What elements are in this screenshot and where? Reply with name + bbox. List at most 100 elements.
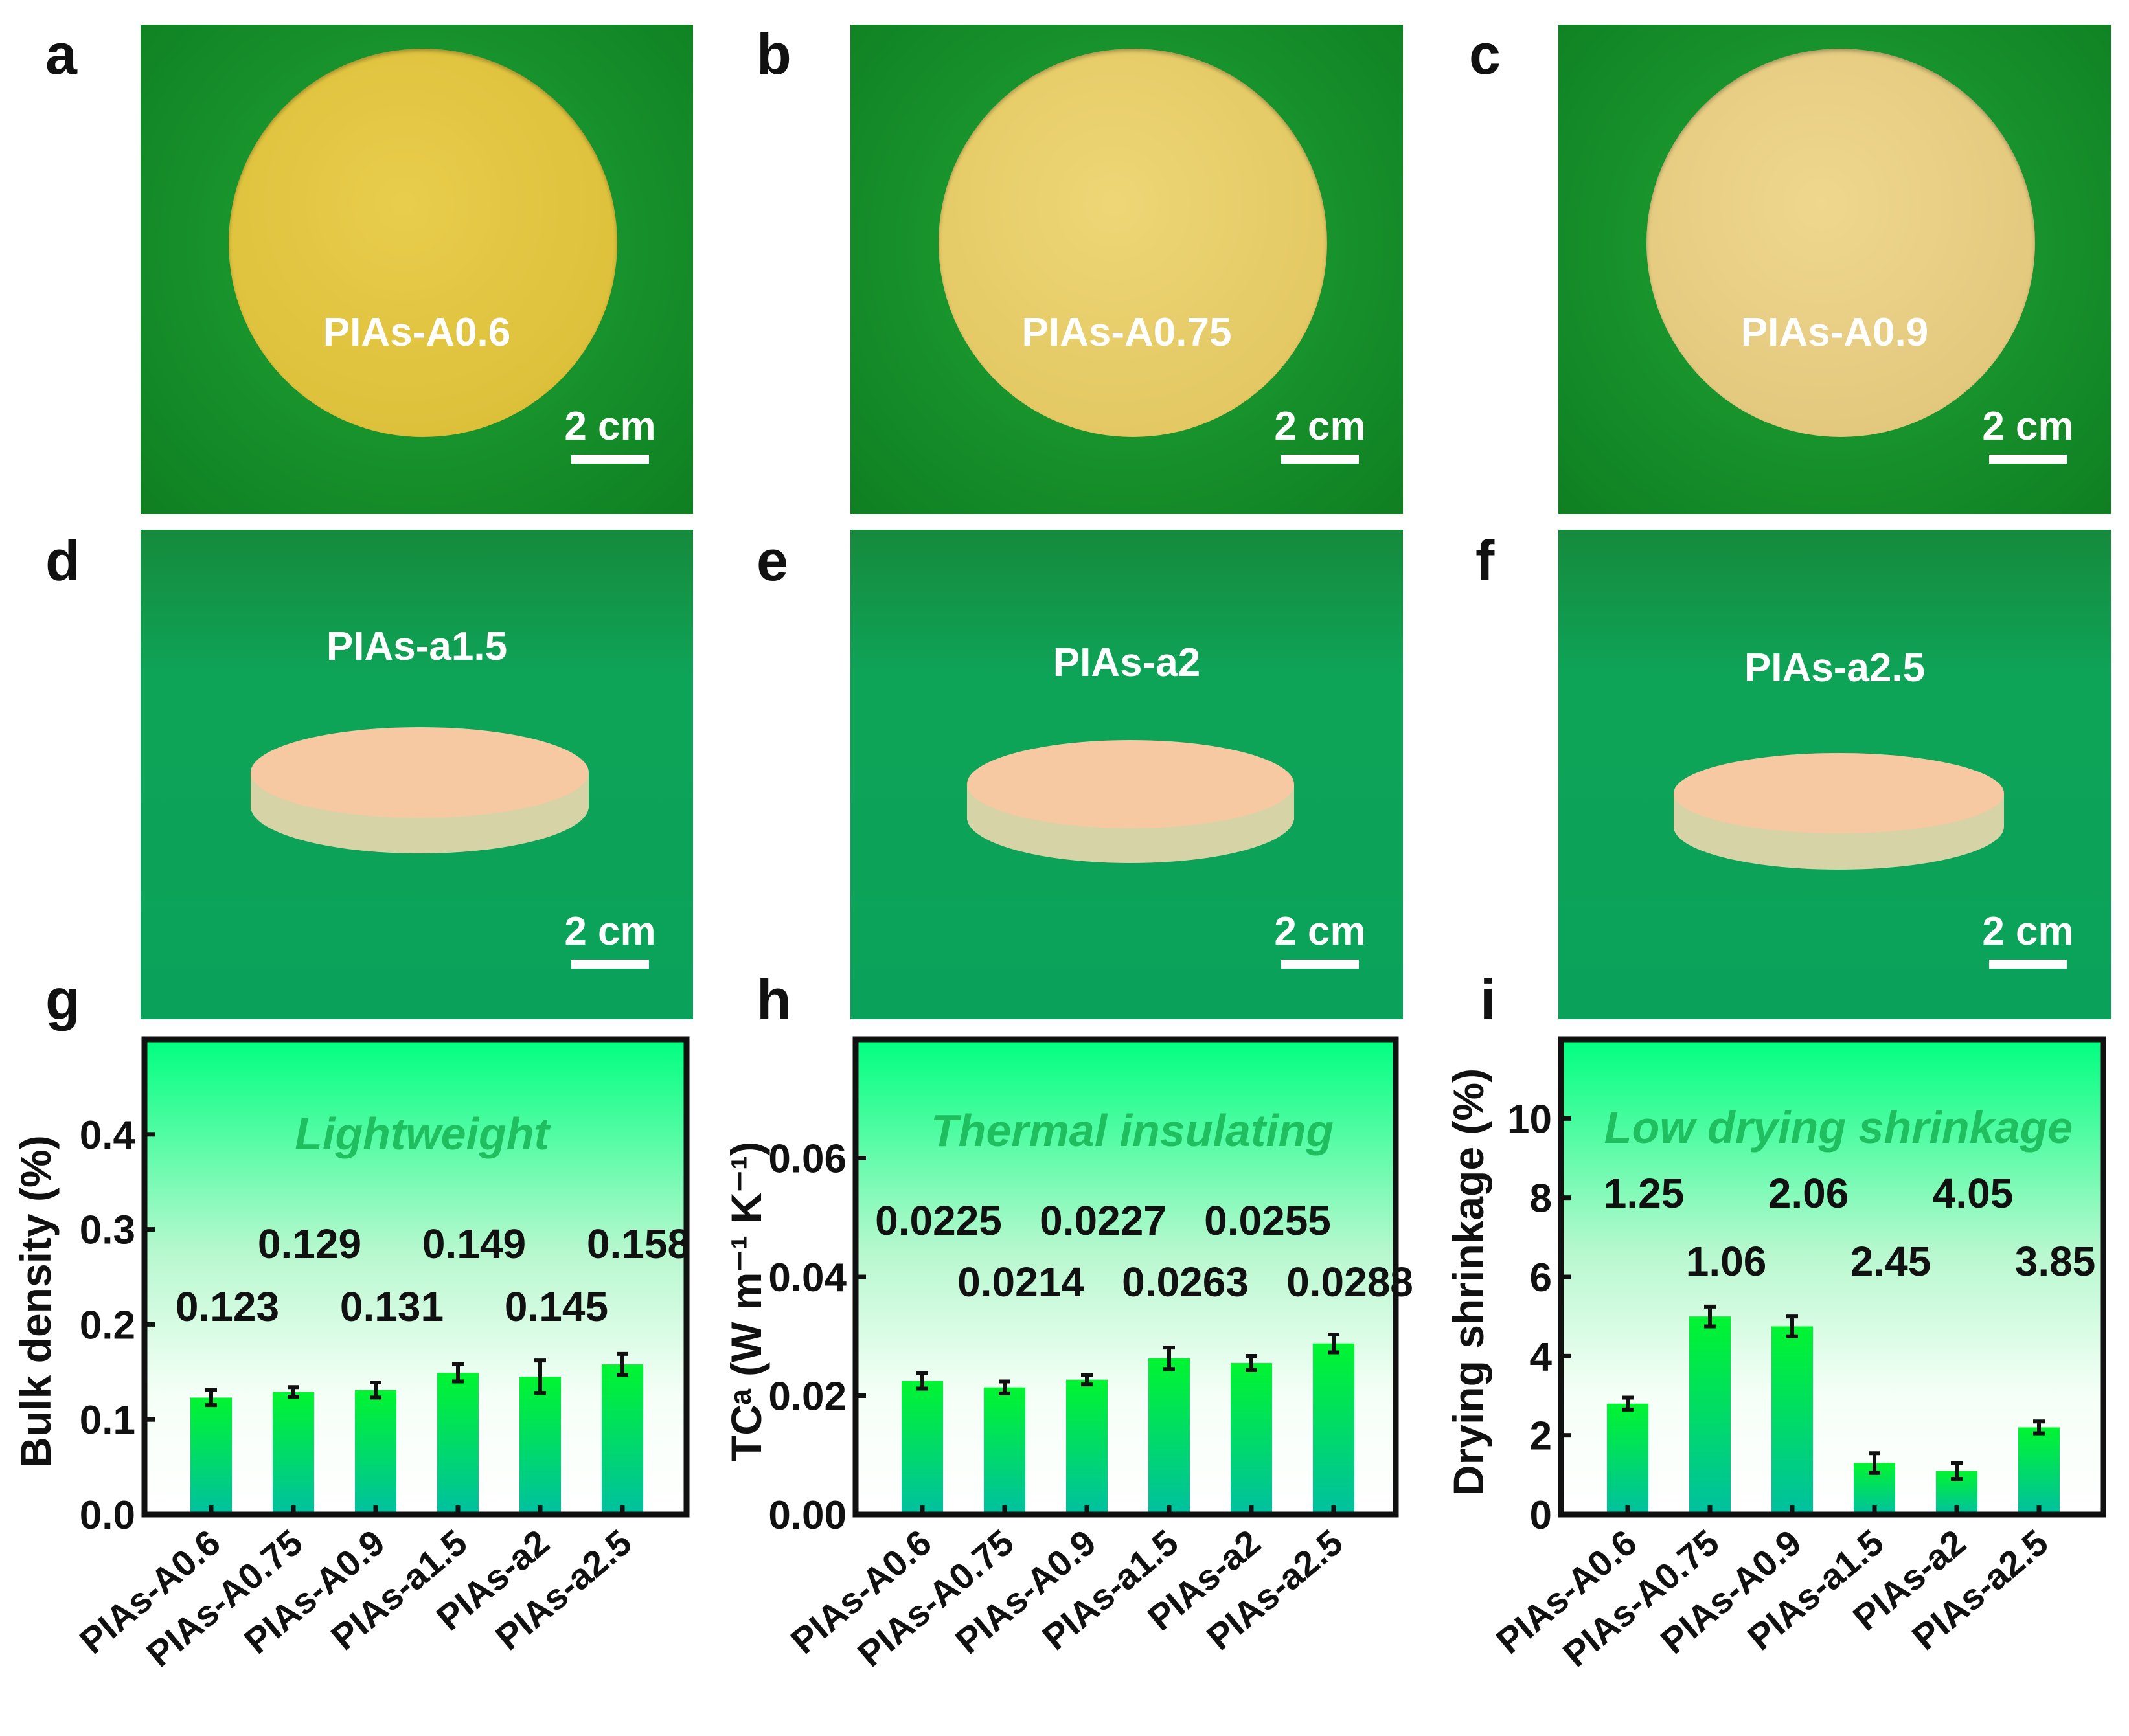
- data-label: 1.06: [1686, 1238, 1767, 1285]
- data-label: 0.0255: [1204, 1197, 1331, 1244]
- data-label: 1.25: [1604, 1170, 1685, 1217]
- bar: [1148, 1358, 1190, 1515]
- bar: [984, 1387, 1025, 1515]
- bar: [1231, 1363, 1272, 1515]
- data-label: 0.149: [422, 1221, 526, 1267]
- y-tick-label: 0.0: [80, 1493, 135, 1538]
- bar: [602, 1364, 643, 1515]
- error-bar: [2033, 1419, 2045, 1436]
- plot-frame: [852, 1036, 1399, 1518]
- photo-a: PIAs-A0.6 2 cm: [141, 25, 693, 514]
- bar: [1689, 1316, 1731, 1515]
- error-bar: [1869, 1451, 1880, 1475]
- scale-bar-label: 2 cm: [1982, 909, 2074, 954]
- aerogel-disc: [939, 49, 1327, 437]
- bar: [1771, 1326, 1813, 1515]
- photo-e: PIAs-a2 2 cm: [850, 530, 1403, 1019]
- error-bar: [617, 1351, 628, 1377]
- data-label: 0.0225: [875, 1197, 1002, 1244]
- error-bar: [1622, 1395, 1634, 1412]
- y-axis-label: TCᵃ (W m⁻¹ K⁻¹): [722, 1142, 770, 1461]
- error-bar: [916, 1371, 928, 1391]
- y-tick-label: 2: [1530, 1414, 1552, 1459]
- scale-bar: 2 cm: [555, 407, 665, 464]
- error-bar: [370, 1380, 381, 1400]
- y-tick-label: 0.4: [80, 1113, 136, 1158]
- y-axis-label: Drying shrinkage (%): [1444, 1068, 1492, 1496]
- scale-bar: 2 cm: [1265, 407, 1375, 464]
- data-label: 2.45: [1850, 1238, 1931, 1285]
- panel-letter-d: d: [45, 528, 80, 592]
- y-tick-label: 0.1: [80, 1398, 135, 1443]
- plot-background: [1561, 1039, 2103, 1515]
- error-bar: [205, 1388, 217, 1408]
- photo-d: PIAs-a1.5 2 cm: [141, 530, 693, 1019]
- y-tick-label: 6: [1530, 1256, 1552, 1300]
- scale-bar-label: 2 cm: [564, 404, 656, 449]
- sample-label: PIAs-A0.75: [1021, 310, 1232, 355]
- photo-b: PIAs-A0.75 2 cm: [850, 25, 1403, 514]
- scale-bar: 2 cm: [1973, 912, 2083, 969]
- error-bar: [1246, 1354, 1257, 1373]
- error-bar: [1786, 1314, 1798, 1338]
- bar: [519, 1377, 561, 1515]
- bar: [437, 1373, 479, 1515]
- data-label: 4.05: [1933, 1170, 2014, 1217]
- scale-bar-label: 2 cm: [1982, 404, 2074, 449]
- chart-annotation: Thermal insulating: [931, 1105, 1334, 1156]
- scale-bar-label: 2 cm: [1274, 404, 1366, 449]
- scale-bar: 2 cm: [1265, 912, 1375, 969]
- y-tick-label: 4: [1530, 1335, 1553, 1379]
- photo-f: PIAs-a2.5 2 cm: [1558, 530, 2111, 1019]
- error-bar: [999, 1379, 1010, 1395]
- error-bar: [1328, 1333, 1339, 1355]
- aerogel-cylinder: [1674, 753, 2004, 870]
- photo-c: PIAs-A0.9 2 cm: [1558, 25, 2111, 514]
- scale-bar: 2 cm: [555, 912, 665, 969]
- plot-background: [144, 1039, 687, 1515]
- error-bar: [452, 1362, 464, 1384]
- chart-annotation: Low drying shrinkage: [1604, 1102, 2073, 1153]
- plot-frame: [141, 1036, 690, 1518]
- y-tick-label: 0.06: [768, 1137, 847, 1182]
- error-bar: [1704, 1304, 1716, 1329]
- chart-annotation: Lightweight: [295, 1109, 551, 1159]
- data-label: 0.0263: [1122, 1259, 1249, 1305]
- error-bar: [1951, 1461, 1963, 1481]
- bar: [1607, 1403, 1648, 1515]
- panel-letter-f: f: [1475, 528, 1495, 592]
- bar: [1313, 1343, 1354, 1515]
- aerogel-disc: [1646, 49, 2035, 437]
- y-tick-label: 0.3: [80, 1208, 135, 1253]
- data-label: 0.0227: [1040, 1197, 1167, 1244]
- data-label: 0.123: [176, 1283, 279, 1330]
- y-axis-label: Bulk density (%): [12, 1135, 60, 1467]
- data-label: 0.131: [340, 1283, 444, 1330]
- error-bar: [288, 1385, 299, 1399]
- panel-letter-g: g: [45, 967, 80, 1031]
- panel-letter-b: b: [757, 22, 791, 86]
- aerogel-cylinder: [251, 727, 589, 853]
- bar: [355, 1390, 396, 1515]
- scale-bar-label: 2 cm: [1274, 909, 1366, 954]
- data-label: 0.0214: [957, 1259, 1084, 1305]
- data-label: 0.158: [587, 1221, 690, 1267]
- panel-letter-i: i: [1480, 967, 1496, 1031]
- sample-label: PIAs-A0.9: [1740, 310, 1929, 355]
- data-label: 2.06: [1768, 1170, 1849, 1217]
- panel-letter-a: a: [45, 22, 77, 86]
- y-tick-label: 0.04: [768, 1256, 847, 1300]
- plot-frame: [1558, 1036, 2106, 1518]
- sample-label: PIAs-A0.6: [323, 310, 511, 355]
- bar: [190, 1397, 232, 1515]
- error-bar: [534, 1358, 546, 1395]
- data-label: 0.0288: [1286, 1259, 1413, 1305]
- y-tick-label: 0.02: [768, 1375, 847, 1419]
- y-tick-label: 0.00: [768, 1493, 847, 1538]
- y-tick-label: 0: [1530, 1493, 1552, 1538]
- y-tick-label: 0.2: [80, 1303, 135, 1347]
- scale-bar-label: 2 cm: [564, 909, 656, 954]
- bar: [273, 1392, 314, 1515]
- error-bar: [1163, 1346, 1175, 1371]
